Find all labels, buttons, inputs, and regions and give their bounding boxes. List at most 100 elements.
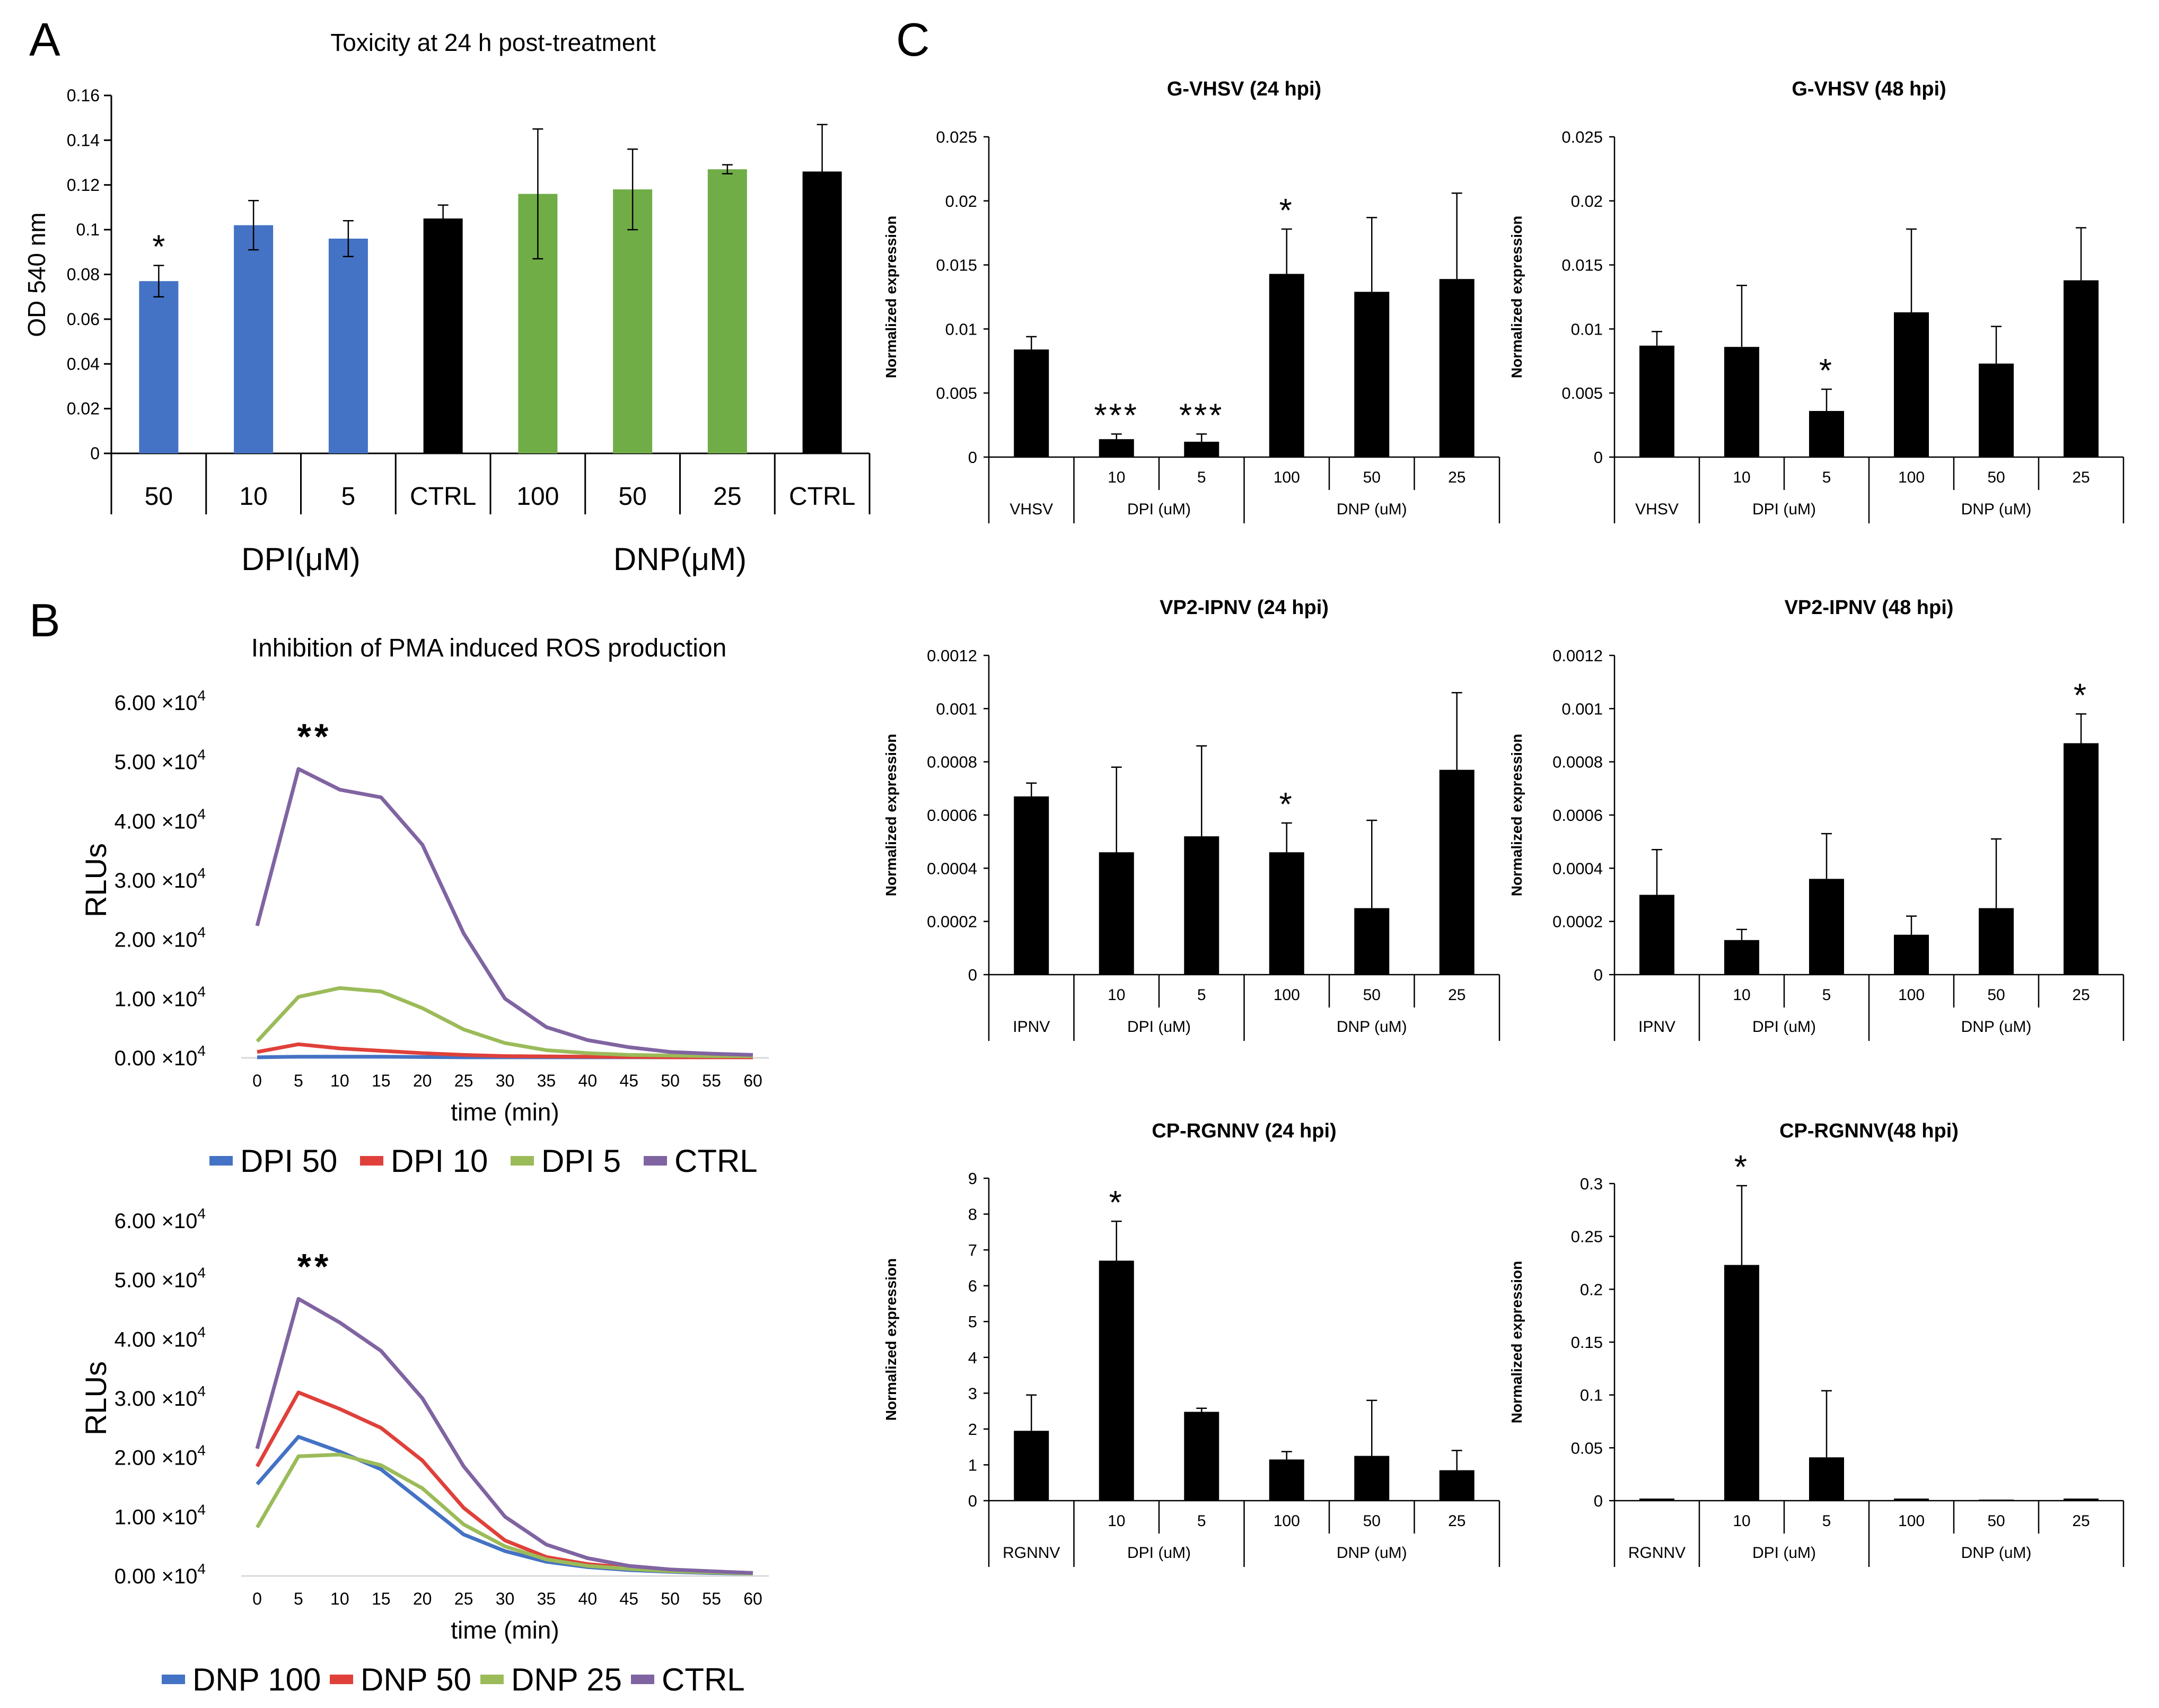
chart-c6-category-label: 25	[2072, 1512, 2090, 1530]
chart-b1-xtick-label: 45	[619, 1071, 638, 1090]
chart-c1-ytick-label: 0.025	[936, 128, 977, 146]
chart-b2-xtick-label: 35	[537, 1589, 556, 1608]
chart-c1-category-label: 5	[1197, 469, 1206, 486]
chart-c5-ytick-label: 7	[968, 1241, 977, 1259]
chart-c5-ytick-label: 3	[968, 1384, 977, 1403]
chart-c2-bar	[1724, 347, 1759, 457]
chart-b2-xtick-label: 55	[702, 1589, 721, 1608]
chart-a-bar	[328, 239, 368, 453]
chart-b1-legend-label: DPI 50	[240, 1143, 337, 1179]
chart-c5-ytick-label: 8	[968, 1205, 977, 1224]
chart-a-category-label: 100	[516, 483, 559, 511]
chart-b2-xtick-label: 40	[578, 1589, 598, 1608]
chart-b1-ytick-label: 0.00 ×104	[115, 1043, 206, 1070]
chart-b1-significance: **	[297, 716, 331, 757]
chart-a-category-label: 50	[145, 483, 173, 511]
chart-c5-ytick-label: 9	[968, 1169, 977, 1188]
chart-b1-xtick-label: 40	[578, 1071, 598, 1090]
chart-c3-bar	[1014, 796, 1049, 975]
chart-a-ytick-label: 0.06	[67, 310, 100, 329]
chart-c4-category-label: 10	[1733, 986, 1750, 1004]
chart-a-category-label: CTRL	[789, 483, 855, 511]
chart-b2-legend-swatch	[330, 1675, 353, 1684]
chart-c3-bar	[1269, 852, 1304, 975]
chart-c1-category-label: 100	[1274, 469, 1300, 486]
chart-b1-xlabel: time (min)	[451, 1098, 559, 1126]
chart-b2-series-line	[255, 1297, 753, 1575]
chart-c4-ytick-label: 0	[1594, 966, 1603, 984]
chart-c3-ylabel: Normalized expression	[883, 734, 899, 897]
chart-c4-ytick-label: 0.001	[1561, 699, 1603, 718]
chart-b2-xtick-label: 0	[252, 1589, 262, 1608]
chart-b2-ytick-label: 1.00 ×104	[115, 1501, 206, 1529]
chart-c1-category-label: 10	[1108, 469, 1125, 486]
chart-c4-group-label: DNP (uM)	[1961, 1018, 2032, 1036]
chart-c3-group-label: DPI (uM)	[1127, 1018, 1191, 1036]
chart-b2-xlabel: time (min)	[451, 1616, 559, 1644]
chart-c5-bar	[1269, 1459, 1304, 1501]
chart-c3-ytick-label: 0.0008	[927, 753, 977, 772]
chart-b2-xtick-label: 20	[413, 1589, 432, 1608]
chart-c5-title: CP-RGNNV (24 hpi)	[1152, 1120, 1336, 1142]
chart-a-ylabel: OD 540 nm	[23, 212, 50, 337]
chart-c5-significance-star: *	[1109, 1185, 1124, 1221]
chart-c1-bar	[1184, 442, 1219, 457]
chart-c2-significance-star: *	[1819, 353, 1834, 389]
chart-c1: G-VHSV (24 hpi) Normalized expression 0 0.0…	[883, 78, 1500, 523]
chart-c4-ylabel: Normalized expression	[1508, 734, 1525, 897]
chart-a-category-label: 50	[618, 483, 646, 511]
panel-label-b: B	[29, 594, 60, 646]
chart-c3-category-label: 100	[1274, 986, 1300, 1004]
chart-b2-ytick-label: 0.00 ×104	[115, 1561, 206, 1588]
chart-c4-significance-star: *	[2074, 677, 2088, 714]
chart-b1-ylabel: RLUs	[79, 843, 112, 917]
chart-b1-xtick-label: 0	[252, 1071, 262, 1090]
chart-c5-ytick-label: 5	[968, 1312, 977, 1331]
chart-b1-xtick-label: 60	[743, 1071, 762, 1090]
chart-c6-category-label: 10	[1733, 1512, 1750, 1530]
chart-c4-ytick-label: 0.0004	[1552, 859, 1603, 878]
chart-c5-category-label: 100	[1274, 1512, 1300, 1530]
chart-c6-category-label: 50	[1987, 1512, 2005, 1530]
panel-label-a: A	[29, 13, 60, 66]
chart-c3-category-label: 25	[1448, 986, 1465, 1004]
chart-c5-category-label: 5	[1197, 1512, 1206, 1530]
chart-c3-ytick-label: 0.0006	[927, 806, 977, 825]
chart-c4-ytick-label: 0.0012	[1552, 646, 1603, 665]
chart-b1-ytick-label: 1.00 ×104	[115, 983, 206, 1011]
chart-c3-bar	[1184, 836, 1219, 975]
chart-a-group-label: DPI(μM)	[241, 541, 361, 577]
chart-b1: Inhibition of PMA induced ROS production…	[79, 634, 769, 1179]
chart-c6-ytick-label: 0	[1594, 1492, 1603, 1510]
chart-b1-xtick-label: 10	[330, 1071, 349, 1090]
chart-b2-legend-label: DNP 25	[511, 1662, 622, 1697]
chart-c2-group-label: VHSV	[1635, 501, 1679, 518]
chart-c5-category-label: 50	[1363, 1512, 1381, 1530]
chart-c1-group-label: DNP (uM)	[1337, 501, 1407, 518]
chart-c5-ytick-label: 6	[968, 1277, 977, 1295]
chart-c3: VP2-IPNV (24 hpi) Normalized expression 0 0…	[883, 597, 1500, 1041]
chart-c6-ytick-label: 0.25	[1571, 1228, 1603, 1246]
chart-b2-xtick-label: 50	[661, 1589, 680, 1608]
chart-a-ytick-label: 0	[90, 444, 100, 463]
chart-b2-xtick-label: 30	[496, 1589, 515, 1608]
chart-a-bar	[139, 281, 179, 453]
chart-c4-group-label: DPI (uM)	[1752, 1018, 1816, 1036]
chart-a-bar	[707, 169, 747, 453]
chart-c2-ytick-label: 0.015	[1561, 256, 1603, 275]
chart-c2-bar	[1979, 363, 2014, 457]
chart-b2-legend-label: DNP 50	[361, 1662, 471, 1697]
chart-a-title: Toxicity at 24 h post-treatment	[330, 29, 656, 56]
chart-a: Toxicity at 24 h post-treatment OD 540 nm…	[23, 29, 871, 577]
chart-b1-xtick-label: 55	[702, 1071, 721, 1090]
chart-c6-ytick-label: 0.1	[1580, 1386, 1603, 1405]
chart-c2-group-label: DPI (uM)	[1752, 501, 1816, 518]
chart-b1-series-line	[256, 986, 753, 1058]
chart-c1-ytick-label: 0.02	[945, 192, 977, 211]
chart-b1-legend-swatch	[644, 1156, 667, 1166]
panel-label-c: C	[896, 13, 930, 66]
chart-b1-ytick-label: 6.00 ×104	[115, 687, 206, 715]
chart-a-ytick-label: 0.16	[67, 86, 100, 105]
chart-c5-bar	[1014, 1431, 1049, 1501]
chart-c5-ytick-label: 4	[968, 1348, 977, 1367]
